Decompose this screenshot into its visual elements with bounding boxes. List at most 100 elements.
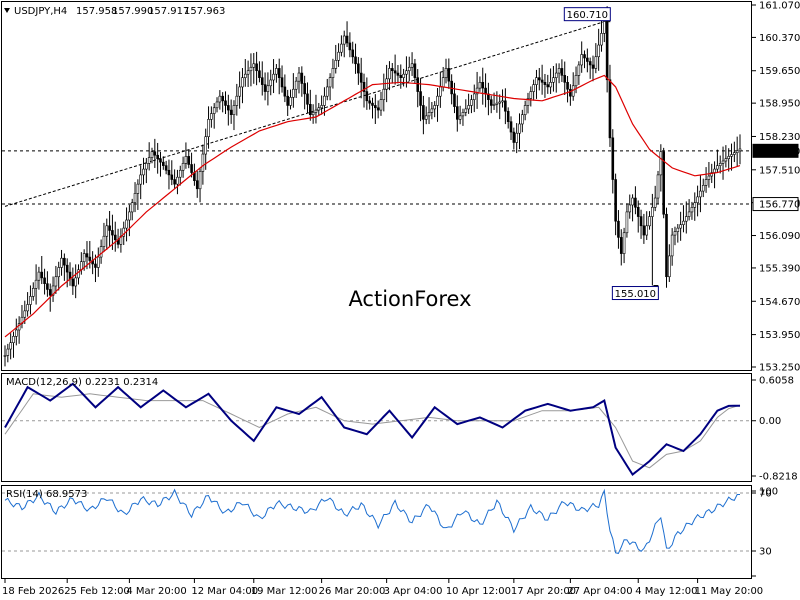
candle-body [96, 256, 100, 268]
candle [619, 229, 623, 266]
time-tick-label: 19 Mar 12:00 [251, 586, 318, 597]
candle [195, 170, 199, 198]
candle-body [204, 136, 208, 155]
candle-body [48, 289, 52, 296]
candle [614, 173, 617, 236]
candle [464, 99, 468, 117]
candle [232, 100, 236, 131]
candle-body [275, 68, 278, 75]
candle-body [243, 73, 247, 78]
candle-body [546, 84, 550, 88]
candle [368, 96, 371, 110]
candle-body [704, 179, 708, 186]
candle [501, 89, 504, 108]
candle-body [241, 77, 244, 88]
candle-body [396, 72, 400, 76]
low-value: 157.917 [148, 6, 189, 17]
candle [3, 345, 7, 367]
candle [631, 194, 634, 222]
candle-body [436, 95, 439, 106]
candle [280, 65, 284, 93]
price-axis-box [752, 197, 799, 212]
candle-body [506, 110, 510, 122]
candle-body [566, 82, 569, 90]
trendline[interactable] [4, 21, 605, 207]
candle [393, 54, 397, 85]
candle-body [699, 190, 702, 198]
candle-body [648, 216, 651, 227]
candle-body [492, 103, 496, 106]
candle [458, 105, 462, 125]
candle-body [9, 342, 12, 350]
candle [40, 256, 44, 285]
candle-body [139, 174, 142, 185]
candle-body [311, 112, 315, 116]
candle [212, 103, 216, 129]
candle [105, 218, 109, 250]
candle [727, 148, 730, 172]
candle [625, 203, 629, 238]
candle-body [170, 174, 174, 180]
candle-body [557, 68, 561, 74]
candle [506, 107, 510, 129]
watermark: ActionForex [348, 287, 471, 311]
price-label-box [611, 286, 659, 301]
ma-line [4, 74, 741, 338]
candle [413, 58, 417, 84]
candle [221, 92, 224, 113]
candle-body [297, 72, 301, 82]
candle-body [597, 44, 600, 58]
candle [229, 99, 233, 124]
candle-body [552, 77, 555, 83]
price-axis[interactable]: 161.070 160.370 159.650 158.950 158.230 157.5… [752, 1, 800, 374]
candle-body [12, 336, 15, 343]
candle-body [574, 75, 578, 87]
candle [721, 146, 725, 180]
candle [357, 57, 360, 85]
candle-body [614, 179, 617, 222]
candle-body [215, 101, 219, 109]
macd-tick-label: 0.00 [759, 416, 781, 427]
candle-body [212, 107, 216, 114]
candle [31, 282, 35, 301]
candle [26, 292, 29, 317]
candle [65, 258, 69, 288]
price-levels [2, 150, 751, 205]
candle-body [334, 60, 338, 69]
candle-body [323, 95, 326, 106]
candle [125, 207, 128, 242]
candle [456, 95, 459, 132]
candle [190, 152, 193, 178]
candle [670, 228, 674, 266]
candle [54, 265, 58, 294]
candle [407, 56, 411, 82]
candle-body [184, 156, 188, 164]
candle-body [583, 54, 586, 59]
candle-body [653, 197, 657, 208]
candle [656, 170, 660, 205]
candle-body [619, 237, 623, 254]
candle [351, 41, 355, 64]
candle-body [605, 21, 609, 81]
triangle-down-icon[interactable] [4, 8, 10, 13]
candle-body [642, 225, 646, 236]
rsi-pane[interactable] [1, 485, 752, 579]
candle-body [294, 80, 298, 90]
candle [362, 73, 366, 108]
candle [540, 64, 544, 95]
candle-body [249, 66, 253, 72]
candle-body [472, 93, 476, 100]
candle-body [636, 206, 640, 217]
candle [529, 86, 533, 107]
candle-body [537, 77, 541, 81]
candle-body [280, 77, 284, 88]
price-pane[interactable] [1, 1, 752, 371]
time-tick-label: 3 Apr 04:00 [384, 586, 443, 597]
candle-body [229, 109, 233, 116]
time-tick-label: 12 Mar 04:00 [191, 586, 258, 597]
candle [634, 186, 637, 215]
candle [215, 97, 219, 113]
candle [594, 43, 598, 74]
candle-body [687, 211, 691, 217]
